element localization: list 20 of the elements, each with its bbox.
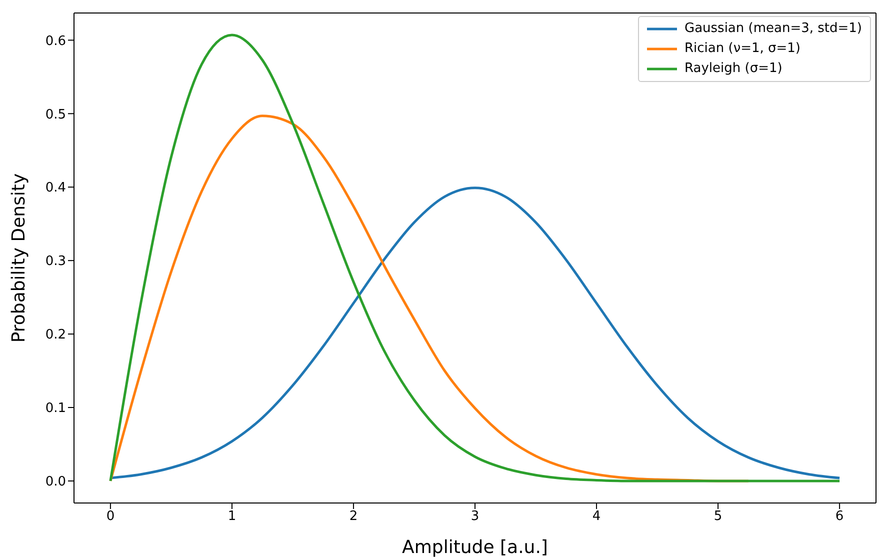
x-tick-label: 5	[714, 509, 722, 524]
x-tick-label: 1	[228, 509, 236, 524]
x-tick-label: 4	[592, 509, 601, 524]
x-tick-label: 3	[470, 509, 480, 524]
x-tick-label: 2	[349, 509, 358, 524]
y-axis-title: Probability Density	[8, 173, 30, 343]
x-tick-label: 0	[106, 509, 115, 524]
legend-label: Gaussian (mean=3, std=1)	[684, 20, 862, 38]
y-tick-label: 0.5	[45, 107, 66, 122]
y-tick-label: 0.2	[45, 328, 66, 343]
line-series	[109, 34, 841, 482]
legend-label: Rician (ν=1, σ=1)	[684, 40, 800, 58]
legend-label: Rayleigh (σ=1)	[684, 60, 782, 78]
x-axis-title: Amplitude [a.u.]	[402, 537, 548, 557]
y-tick-label: 0.1	[45, 401, 66, 416]
y-tick-label: 0.0	[45, 474, 66, 490]
y-tick-label: 0.3	[45, 254, 66, 270]
x-tick-label: 6	[835, 509, 844, 524]
y-tick-label: 0.6	[45, 34, 66, 49]
y-tick-label: 0.4	[45, 180, 66, 196]
